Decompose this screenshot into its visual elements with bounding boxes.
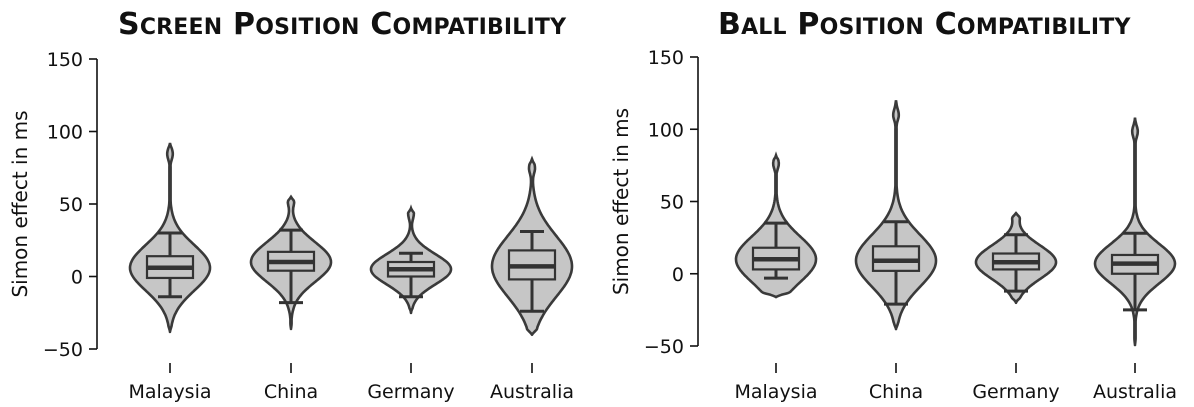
chart-title: BALL POSITION COMPATIBILITY: [718, 7, 1131, 42]
x-tick-label: China: [869, 381, 923, 403]
y-tick-label: 100: [648, 119, 684, 141]
y-tick-label: 50: [59, 194, 83, 216]
y-tick-label: 100: [47, 122, 83, 144]
chart-title-rest: OMPATIBILITY: [393, 15, 568, 40]
chart-title-initial: C: [924, 7, 957, 42]
chart-title-rest: CREEN: [140, 15, 223, 40]
chart-title-initial: B: [718, 7, 741, 42]
x-tick-label: Australia: [1093, 381, 1177, 403]
violin-australia: [1093, 117, 1177, 347]
y-tick-label: 50: [660, 192, 684, 214]
chart-title-initial: P: [222, 7, 255, 42]
y-tick-label: 150: [648, 47, 684, 69]
chart-title-initial: P: [787, 7, 820, 42]
chart-panel-ball-position: BALL POSITION COMPATIBILITY −50 0 50 100 150 S…: [597, 0, 1194, 407]
chart-title-rest: OMPATIBILITY: [957, 15, 1132, 40]
y-tick-label: 0: [71, 267, 83, 289]
y-tick-label: −50: [43, 339, 83, 361]
x-tick-label: Malaysia: [734, 381, 817, 403]
chart-svg-screen-position: SCREEN POSITION COMPATIBILITY −50 0 50 100 15…: [8, 7, 574, 403]
y-tick-label: 0: [672, 264, 684, 286]
chart-title: SCREEN POSITION COMPATIBILITY: [118, 7, 567, 42]
y-tick-label: −50: [644, 336, 684, 358]
x-tick-label: Malaysia: [128, 381, 211, 403]
y-axis-label: Simon effect in ms: [609, 108, 633, 295]
chart-title-rest: ALL: [741, 15, 787, 40]
chart-title-initial: S: [118, 7, 140, 42]
chart-svg-ball-position: BALL POSITION COMPATIBILITY −50 0 50 100 150 S…: [609, 7, 1177, 403]
chart-panel-screen-position: SCREEN POSITION COMPATIBILITY −50 0 50 100 15…: [8, 7, 574, 403]
x-tick-label: Germany: [367, 381, 454, 403]
y-tick-label: 150: [47, 49, 83, 71]
x-tick-label: Australia: [490, 381, 574, 403]
chart-title-initial: C: [360, 7, 393, 42]
chart-title-rest: OSITION: [255, 15, 359, 40]
x-tick-label: Germany: [972, 381, 1059, 403]
y-axis-label: Simon effect in ms: [8, 110, 32, 297]
x-tick-label: China: [264, 381, 318, 403]
chart-title-rest: OSITION: [820, 15, 924, 40]
